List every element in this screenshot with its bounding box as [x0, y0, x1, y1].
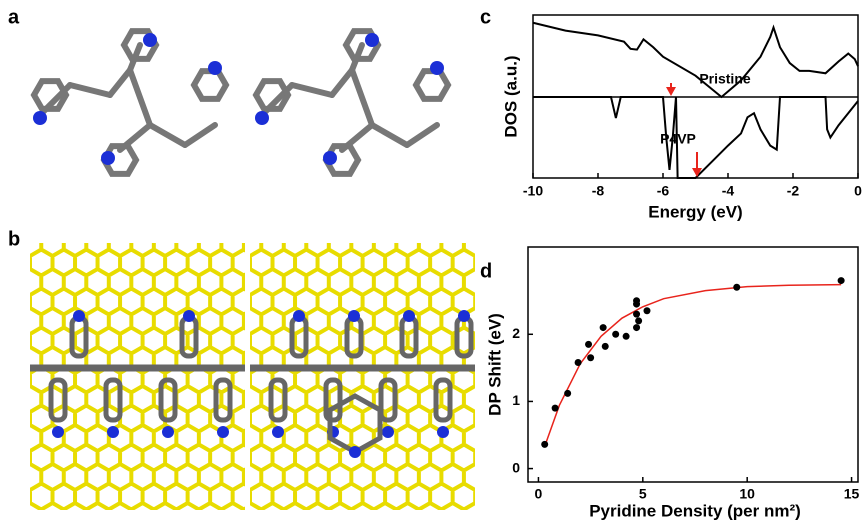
x-tick-label: 0: [535, 486, 543, 502]
x-tick-label: 10: [739, 486, 755, 502]
data-point: [838, 277, 845, 284]
arrow-head: [666, 87, 676, 96]
lattice: [216, 211, 520, 522]
nitrogen: [437, 426, 449, 438]
data-point: [623, 333, 630, 340]
bond: [185, 125, 215, 145]
nitrogen: [403, 310, 415, 322]
panel-label: a: [8, 6, 20, 28]
nitrogen: [255, 111, 269, 125]
data-point: [564, 390, 571, 397]
data-point: [600, 324, 607, 331]
x-axis-label: Energy (eV): [648, 202, 742, 221]
graphene-illustration: [0, 211, 520, 522]
x-tick-label: -6: [657, 183, 670, 199]
nitrogen: [73, 310, 85, 322]
annotation: P4VP: [660, 131, 696, 147]
nitrogen: [217, 426, 229, 438]
data-point: [612, 331, 619, 338]
nitrogen: [143, 33, 157, 47]
bond: [407, 125, 437, 145]
ring: [416, 71, 448, 99]
figure: a b c d -10 -8 -6 -4 -2 0 Energy (eV) DOS (a.u.…: [0, 0, 863, 521]
data-point: [633, 311, 640, 318]
y-tick-label: 2: [512, 325, 520, 341]
nitrogen: [162, 426, 174, 438]
molecule-illustration: [33, 31, 448, 174]
x-tick-label: 15: [844, 486, 860, 502]
panel-label: b: [8, 228, 20, 250]
panel-label: d: [480, 260, 492, 282]
ring: [330, 396, 380, 452]
data-point: [643, 307, 650, 314]
bond: [352, 70, 372, 125]
x-tick-label: -2: [787, 183, 800, 199]
bond: [292, 85, 332, 95]
nitrogen: [365, 33, 379, 47]
nitrogen: [293, 310, 305, 322]
nitrogen: [349, 446, 361, 458]
bond: [150, 125, 185, 145]
ring: [271, 380, 285, 420]
x-tick-label: -8: [592, 183, 605, 199]
panel-label: c: [480, 6, 491, 28]
nitrogen: [382, 426, 394, 438]
x-tick-label: 5: [639, 486, 647, 502]
ring: [194, 71, 226, 99]
nitrogen: [183, 310, 195, 322]
data-point: [633, 324, 640, 331]
ring: [106, 380, 120, 420]
data-point: [575, 359, 582, 366]
bond: [332, 70, 352, 95]
data-point: [733, 284, 740, 291]
data-point: [587, 354, 594, 361]
nitrogen: [208, 61, 222, 75]
fit-curve: [545, 285, 841, 447]
ring: [51, 380, 65, 420]
nitrogen: [348, 310, 360, 322]
y-tick-label: 0: [512, 459, 520, 475]
data-point: [602, 343, 609, 350]
nitrogen: [33, 111, 47, 125]
y-axis-label: DOS (a.u.): [501, 55, 520, 137]
nitrogen: [272, 426, 284, 438]
data-point: [552, 405, 559, 412]
annotation: Pristine: [699, 71, 751, 87]
nitrogen: [430, 61, 444, 75]
nitrogen: [323, 151, 337, 165]
bond: [372, 125, 407, 145]
dos-curve: [533, 23, 858, 97]
nitrogen: [52, 426, 64, 438]
data-point: [635, 317, 642, 324]
x-tick-label: -10: [523, 183, 543, 199]
bond: [70, 85, 110, 95]
bond: [130, 70, 150, 125]
x-axis-label: Pyridine Density (per nm²): [589, 501, 801, 520]
x-tick-label: -4: [722, 183, 735, 199]
nitrogen: [101, 151, 115, 165]
data-point: [541, 441, 548, 448]
x-tick-label: 0: [854, 183, 862, 199]
nitrogen: [107, 426, 119, 438]
data-point: [633, 301, 640, 308]
y-axis-label: DP Shift (eV): [485, 313, 504, 416]
nitrogen: [458, 310, 470, 322]
bond: [110, 70, 130, 95]
y-tick-label: 1: [512, 392, 520, 408]
data-point: [585, 341, 592, 348]
